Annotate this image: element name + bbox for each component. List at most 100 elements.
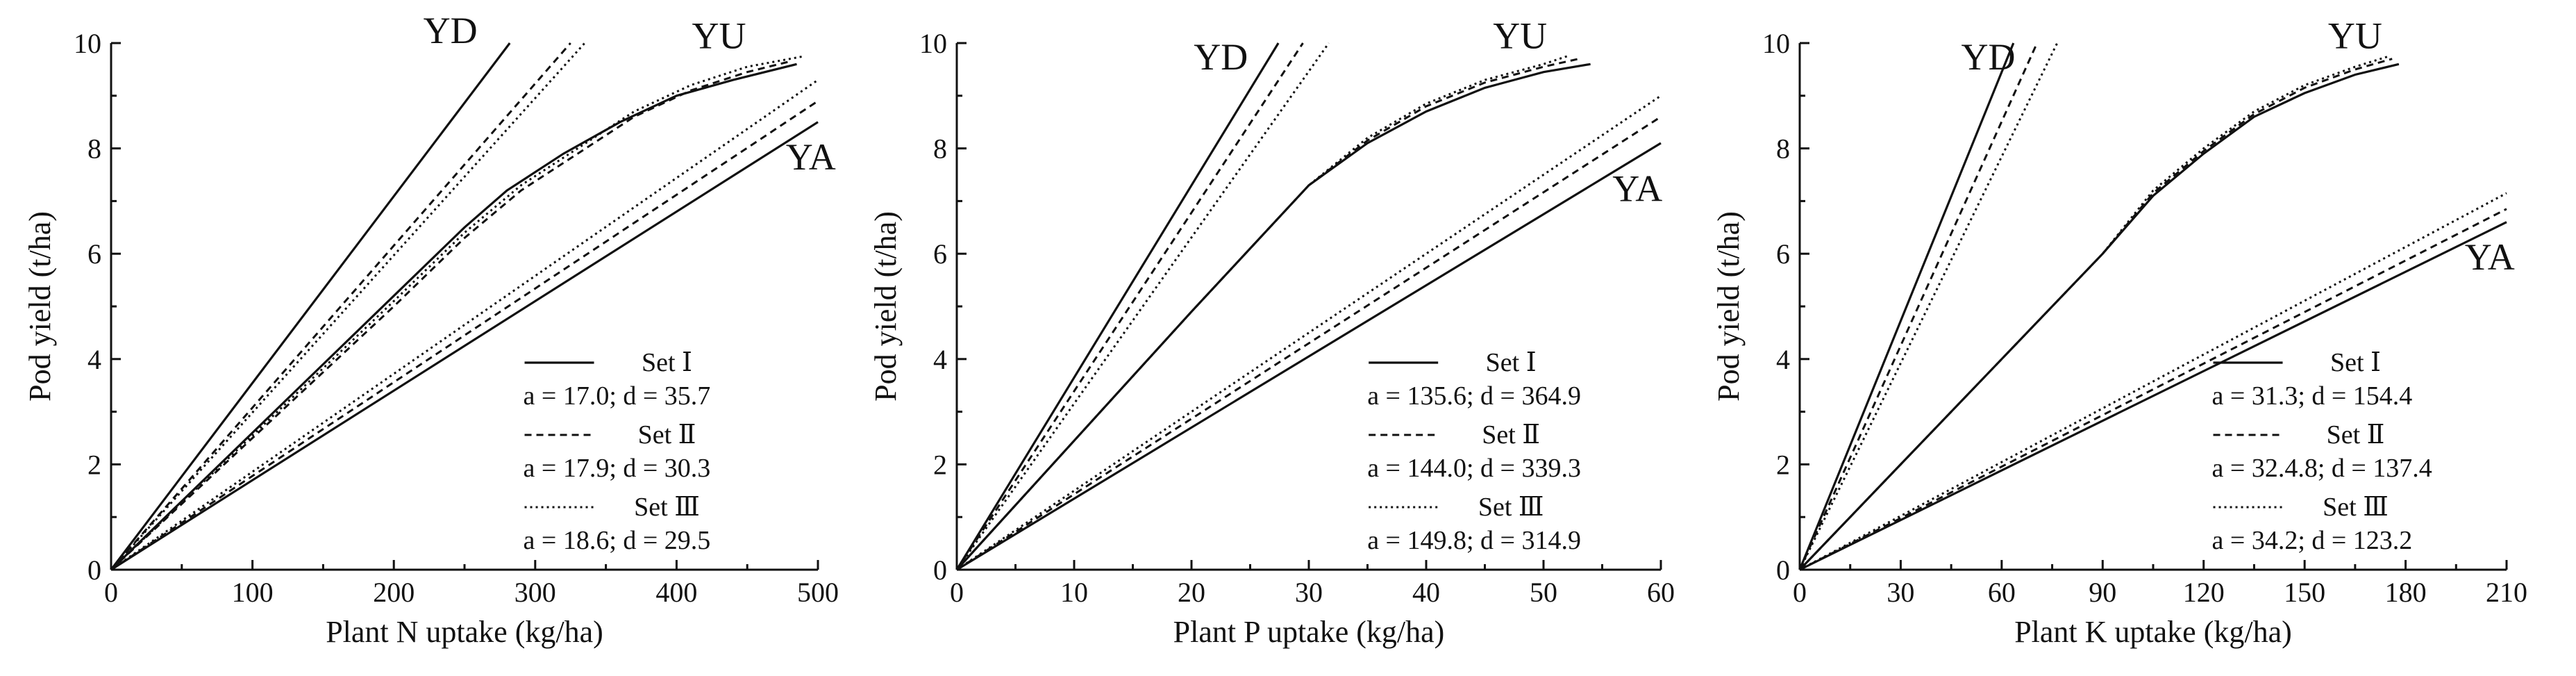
curve-label-yd: YD (1194, 36, 1248, 78)
x-tick-label: 210 (2486, 577, 2527, 608)
x-tick-label: 100 (232, 577, 274, 608)
series-line-ya-solid (956, 142, 1662, 571)
y-tick-label: 10 (919, 28, 947, 59)
legend-params: a = 34.2; d = 123.2 (2212, 526, 2413, 555)
curve-label-ya: YA (786, 136, 836, 178)
series-line-yd-dashed (110, 42, 571, 570)
chart-panel-3: 0 30 60 90 120 150 180 210 0 2 4 6 8 10 Plant K uptake… (1712, 15, 2527, 649)
y-axis-title: Pod yield (t/ha) (23, 211, 57, 402)
y-axis-title: Pod yield (t/ha) (1712, 211, 1746, 402)
legend-set-label: Set Ⅰ (642, 348, 692, 377)
y-tick-label: 6 (87, 238, 101, 270)
x-axis-title: Plant K uptake (kg/ha) (2014, 615, 2292, 649)
x-tick-label: 0 (104, 577, 118, 608)
legend-params: a = 18.6; d = 29.5 (524, 526, 711, 555)
y-tick-label: 0 (1776, 554, 1790, 586)
series-line-ya-dotted (956, 94, 1662, 571)
legend-params: a = 17.0; d = 35.7 (524, 381, 711, 411)
legend-params: a = 149.8; d = 314.9 (1367, 526, 1581, 555)
curve-label-yd: YD (424, 10, 478, 51)
x-tick-label: 200 (373, 577, 415, 608)
series-line-yu-dashed (110, 60, 790, 571)
curve-label-ya: YA (1612, 167, 1662, 209)
legend-set-label: Set Ⅰ (1486, 348, 1537, 377)
series-line-yu-dashed (955, 58, 1580, 571)
curve-label-yu: YU (1493, 15, 1547, 57)
series-line-yd-dotted (1798, 42, 2059, 570)
series-line-ya-dashed (956, 115, 1662, 571)
legend-set-label: Set Ⅲ (634, 493, 700, 522)
y-tick-label: 4 (1776, 344, 1790, 375)
series-line-yd-dotted (110, 42, 586, 571)
legend-set-label: Set Ⅱ (638, 420, 696, 450)
legend-params: a = 135.6; d = 364.9 (1367, 381, 1581, 411)
y-tick-label: 6 (933, 238, 947, 270)
x-tick-label: 10 (1060, 577, 1088, 608)
x-tick-label: 30 (1887, 577, 1914, 608)
y-tick-label: 6 (1776, 238, 1790, 270)
y-tick-label: 8 (1776, 133, 1790, 165)
x-tick-label: 50 (1530, 577, 1557, 608)
curve-label-yu: YU (692, 15, 746, 57)
y-tick-label: 10 (74, 28, 101, 59)
series-line-yu-dotted (110, 55, 804, 571)
curve-label-yd: YD (1961, 36, 2015, 78)
series-line-ya-solid (110, 121, 819, 571)
series-line-yu-solid (955, 63, 1591, 571)
y-tick-label: 4 (933, 344, 947, 375)
chart-panel-1: 0 100 200 300 400 500 0 2 4 6 8 10 Plant N uptake (k… (23, 10, 839, 649)
legend-set-label: Set Ⅰ (2330, 348, 2381, 377)
x-tick-label: 40 (1412, 577, 1440, 608)
series-line-yu-dotted (1798, 55, 2389, 571)
y-tick-label: 8 (87, 133, 101, 165)
y-tick-label: 0 (87, 554, 101, 586)
series-line-yu-solid (1798, 63, 2400, 571)
legend-params: a = 144.0; d = 339.3 (1367, 454, 1581, 483)
x-tick-label: 60 (1988, 577, 2016, 608)
x-tick-label: 300 (515, 577, 556, 608)
series-line-ya-dotted (1799, 192, 2507, 571)
x-tick-label: 180 (2385, 577, 2427, 608)
legend-set-label: Set Ⅱ (1482, 420, 1540, 450)
legend-set-label: Set Ⅱ (2327, 420, 2385, 450)
y-tick-label: 0 (933, 554, 947, 586)
y-tick-label: 4 (87, 344, 101, 375)
x-tick-label: 500 (797, 577, 839, 608)
y-tick-label: 2 (1776, 449, 1790, 480)
x-tick-label: 400 (655, 577, 697, 608)
curve-label-yu: YU (2328, 15, 2382, 57)
series-line-ya-dashed (1799, 208, 2507, 571)
series-line-yu-dotted (955, 55, 1568, 571)
x-tick-label: 20 (1178, 577, 1205, 608)
series-line-ya-solid (1799, 221, 2507, 571)
legend-params: a = 32.4.8; d = 137.4 (2212, 454, 2432, 483)
y-tick-label: 10 (1762, 28, 1790, 59)
x-tick-label: 150 (2284, 577, 2325, 608)
series-line-yd-dotted (955, 42, 1330, 570)
legend-params: a = 17.9; d = 30.3 (524, 454, 711, 483)
y-tick-label: 2 (87, 449, 101, 480)
x-tick-label: 60 (1647, 577, 1675, 608)
y-tick-label: 2 (933, 449, 947, 480)
x-tick-label: 30 (1295, 577, 1323, 608)
y-tick-label: 8 (933, 133, 947, 165)
x-tick-label: 0 (950, 577, 964, 608)
series-line-yu-dashed (1798, 58, 2393, 571)
curve-label-ya: YA (2465, 236, 2515, 278)
legend-set-label: Set Ⅲ (2323, 493, 2389, 522)
series-line-ya-dashed (110, 100, 819, 571)
series-line-yd-solid (1798, 42, 2015, 570)
series-line-yd-solid (110, 42, 511, 570)
series-line-yd-solid (955, 42, 1280, 570)
legend-params: a = 31.3; d = 154.4 (2212, 381, 2413, 411)
y-axis-title: Pod yield (t/ha) (869, 211, 903, 402)
x-tick-label: 120 (2183, 577, 2225, 608)
x-tick-label: 90 (2089, 577, 2116, 608)
chart-panel-2: 0 10 20 30 40 50 60 0 2 4 6 8 10 Plant P uptake (kg/h… (869, 15, 1675, 649)
series-line-ya-dotted (110, 79, 819, 571)
series-line-yd-dashed (955, 42, 1304, 570)
legend-set-label: Set Ⅲ (1478, 493, 1544, 522)
x-axis-title: Plant N uptake (kg/ha) (326, 615, 603, 649)
series-line-yd-dashed (1798, 42, 2039, 570)
x-tick-label: 0 (1793, 577, 1807, 608)
